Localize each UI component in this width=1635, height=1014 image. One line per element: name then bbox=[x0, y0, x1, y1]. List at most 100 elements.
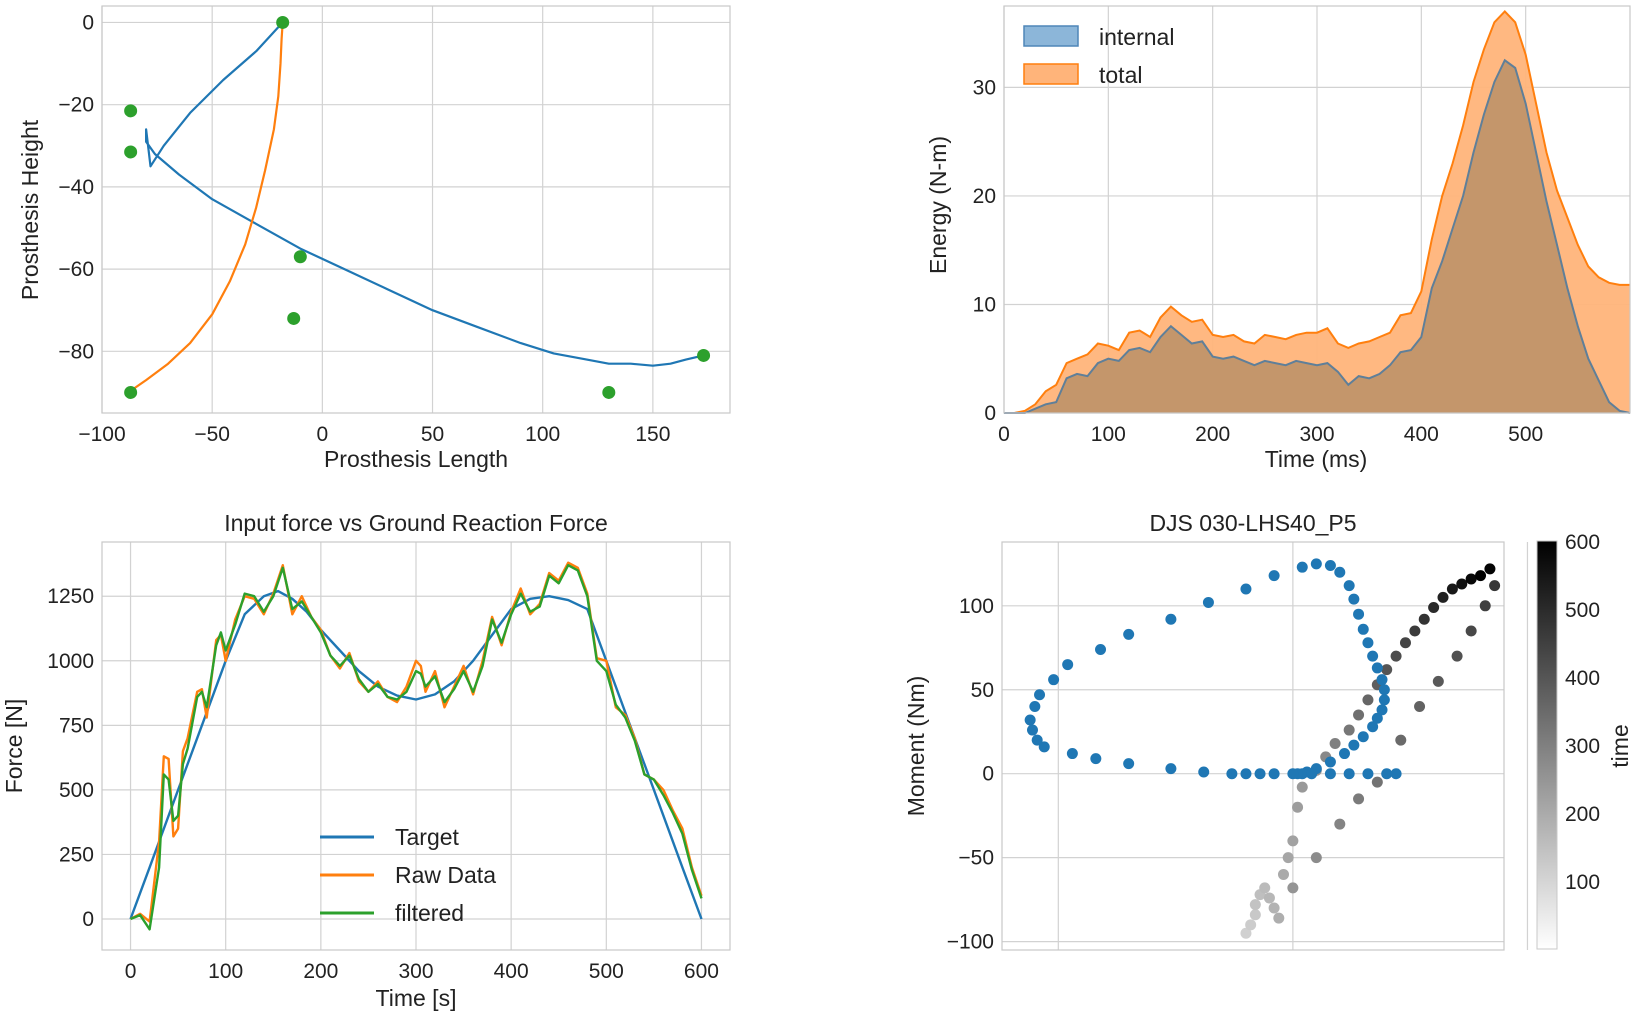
djs-time-point bbox=[1353, 709, 1365, 721]
trajectory-grid bbox=[101, 6, 730, 413]
djs-point bbox=[1240, 583, 1252, 595]
djs-point bbox=[1306, 768, 1318, 780]
djs-y-tick-label: 100 bbox=[959, 595, 994, 618]
djs-point bbox=[1357, 623, 1369, 635]
energy-x-tick-label: 500 bbox=[1508, 423, 1543, 446]
trajectory-x-tick-label: 0 bbox=[317, 423, 329, 446]
djs-time-point bbox=[1353, 793, 1365, 805]
djs-point bbox=[1038, 741, 1050, 753]
djs-point bbox=[1343, 580, 1355, 592]
djs-point bbox=[1381, 768, 1393, 780]
djs-point bbox=[1324, 756, 1336, 768]
colorbar-tick-label: 400 bbox=[1565, 667, 1600, 690]
trajectory-point bbox=[602, 385, 616, 399]
colorbar-tick-label: 200 bbox=[1565, 803, 1600, 826]
djs-plot-area bbox=[1024, 558, 1501, 939]
trajectory-y-tick-label: −80 bbox=[58, 340, 94, 363]
djs-point bbox=[1024, 714, 1036, 726]
energy-y-tick-label: 30 bbox=[973, 76, 996, 99]
trajectory-frame bbox=[101, 5, 731, 414]
force-plot-area bbox=[129, 561, 703, 931]
djs-point bbox=[1268, 768, 1280, 780]
djs-point bbox=[1371, 662, 1383, 674]
trajectory-series-line bbox=[127, 22, 284, 394]
trajectory-y-tick-label: −20 bbox=[58, 94, 94, 117]
djs-point bbox=[1031, 734, 1043, 746]
force-ticks: 0 100 200 300 400 500 600 0 250 500 750 1000 1250 bbox=[47, 585, 719, 983]
djs-point bbox=[1324, 560, 1336, 572]
djs-time-point bbox=[1409, 625, 1421, 637]
energy-x-axis-label: Time (ms) bbox=[1265, 446, 1368, 472]
djs-point bbox=[1296, 561, 1308, 573]
djs-point bbox=[1378, 684, 1390, 696]
djs-point bbox=[1123, 758, 1135, 770]
djs-point bbox=[1310, 558, 1322, 570]
colorbar-gradient bbox=[1536, 540, 1558, 950]
djs-point bbox=[1390, 768, 1402, 780]
force-y-tick-label: 1000 bbox=[47, 650, 94, 673]
trajectory-chart: −100 −50 0 50 100 150 0 −20 −40 −60 −80 Prosthesis… bbox=[17, 5, 731, 472]
djs-time-point bbox=[1484, 563, 1496, 575]
energy-y-axis-label: Energy (N-m) bbox=[925, 136, 951, 274]
energy-area-internal bbox=[1004, 60, 1630, 414]
trajectory-point bbox=[276, 15, 290, 29]
force-x-tick-label: 100 bbox=[208, 960, 243, 983]
djs-time-point bbox=[1371, 776, 1383, 788]
djs-time-point bbox=[1418, 613, 1430, 625]
djs-time-point bbox=[1287, 882, 1299, 894]
djs-point bbox=[1254, 768, 1266, 780]
djs-point bbox=[1165, 763, 1177, 775]
djs-point bbox=[1066, 748, 1078, 760]
djs-point bbox=[1095, 643, 1107, 655]
force-y-axis-label: Force [N] bbox=[1, 699, 27, 794]
djs-time-point bbox=[1259, 882, 1271, 894]
force-y-tick-label: 500 bbox=[59, 779, 94, 802]
djs-point bbox=[1198, 766, 1210, 778]
energy-y-tick-label: 20 bbox=[973, 185, 996, 208]
djs-point bbox=[1348, 739, 1360, 751]
force-series-target bbox=[129, 589, 703, 920]
trajectory-y-tick-label: −60 bbox=[58, 258, 94, 281]
legend-label-target: Target bbox=[395, 824, 460, 850]
djs-point bbox=[1376, 704, 1388, 716]
legend-label-raw-data: Raw Data bbox=[395, 862, 496, 888]
energy-y-tick-label: 0 bbox=[984, 402, 996, 425]
trajectory-x-tick-label: 150 bbox=[635, 423, 670, 446]
energy-line-internal bbox=[1004, 58, 1631, 414]
djs-time-point bbox=[1428, 601, 1440, 613]
djs-time-point bbox=[1343, 724, 1355, 736]
trajectory-ticks: −100 −50 0 50 100 150 0 −20 −40 −60 −80 bbox=[58, 11, 670, 446]
djs-time-point bbox=[1381, 664, 1393, 676]
djs-time-point bbox=[1277, 868, 1289, 880]
djs-time-point bbox=[1465, 625, 1477, 637]
force-x-tick-label: 200 bbox=[303, 960, 338, 983]
force-y-tick-label: 0 bbox=[82, 908, 94, 931]
force-y-tick-label: 1250 bbox=[47, 585, 94, 608]
trajectory-series-line bbox=[145, 21, 704, 367]
energy-x-tick-label: 100 bbox=[1091, 423, 1126, 446]
colorbar-tick-label: 100 bbox=[1565, 871, 1600, 894]
djs-point bbox=[1226, 768, 1238, 780]
djs-time-point bbox=[1362, 694, 1374, 706]
djs-point bbox=[1353, 608, 1365, 620]
energy-legend: internal total bbox=[1023, 24, 1174, 88]
djs-time-point bbox=[1451, 650, 1463, 662]
djs-point bbox=[1268, 570, 1280, 582]
force-y-tick-label: 750 bbox=[59, 714, 94, 737]
djs-time-point bbox=[1287, 835, 1299, 847]
djs-time-point bbox=[1310, 852, 1322, 864]
djs-time-point bbox=[1479, 600, 1491, 612]
energy-line-total bbox=[1004, 9, 1630, 414]
djs-point bbox=[1090, 753, 1102, 765]
djs-point bbox=[1202, 596, 1214, 608]
djs-time-point bbox=[1334, 818, 1346, 830]
djs-time-point bbox=[1249, 909, 1261, 921]
trajectory-point bbox=[124, 385, 138, 399]
djs-point bbox=[1034, 689, 1046, 701]
trajectory-point bbox=[124, 145, 138, 159]
djs-point bbox=[1362, 768, 1374, 780]
energy-x-tick-label: 200 bbox=[1195, 423, 1230, 446]
djs-point bbox=[1029, 701, 1041, 713]
djs-point bbox=[1371, 712, 1383, 724]
trajectory-point bbox=[697, 348, 711, 362]
